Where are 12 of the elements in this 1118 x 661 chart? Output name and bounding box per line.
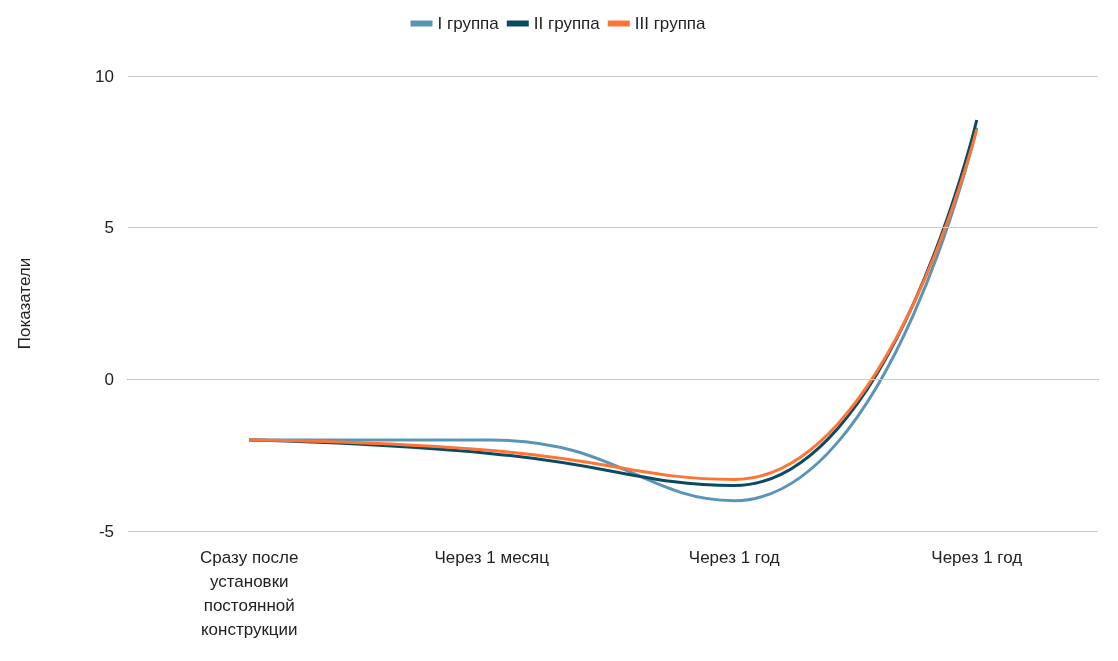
legend-label: I группа	[437, 14, 500, 33]
legend-label: II группа	[533, 14, 601, 33]
y-tick-label: 10	[95, 66, 114, 86]
y-tick-label: -5	[98, 521, 114, 541]
y-tick-label: 5	[104, 218, 114, 238]
x-tick-label: Через 1 год	[688, 547, 780, 567]
y-axis-title: Показатели	[15, 257, 34, 350]
x-tick-label: Сразу после установки постоянной конструкции	[200, 547, 299, 639]
legend-label: III группа	[634, 14, 707, 33]
x-tick-label: Через 1 месяц	[434, 547, 550, 567]
y-tick-label: 0	[104, 369, 114, 389]
x-tick-label: Через 1 год	[931, 547, 1023, 567]
